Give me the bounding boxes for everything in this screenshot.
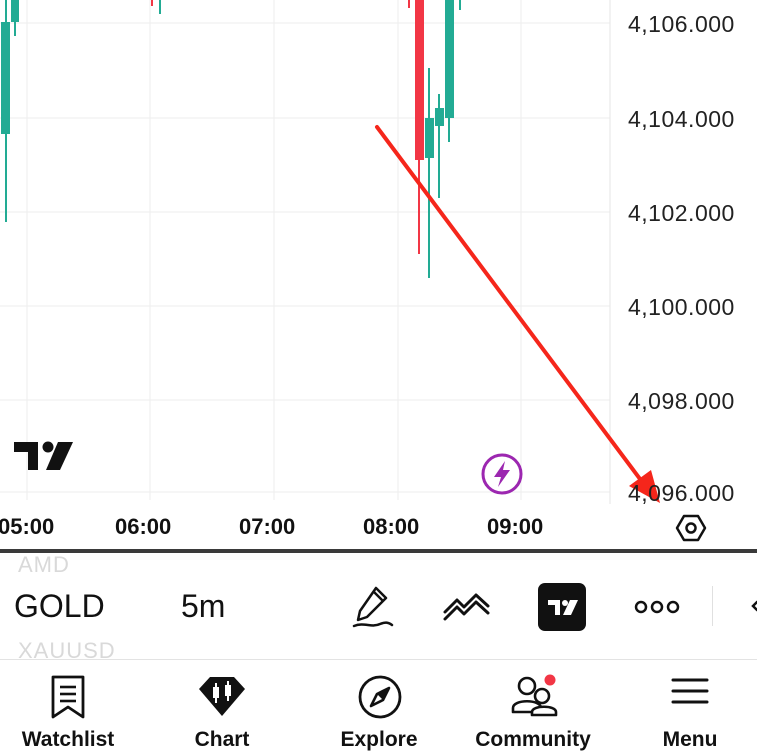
time-axis-label: 07:00 bbox=[239, 514, 296, 539]
flash-icon[interactable] bbox=[480, 452, 524, 496]
next-symbol[interactable]: XAUUSD bbox=[18, 638, 116, 663]
price-axis-label: 4,106.000 bbox=[628, 11, 735, 37]
candle-body bbox=[445, 0, 454, 118]
price-axis-label: 4,100.000 bbox=[628, 294, 735, 320]
symbol-selector[interactable]: GOLD bbox=[14, 588, 105, 624]
prev-symbol[interactable]: AMD bbox=[18, 552, 70, 577]
bottom-navigation: Watchlist Chart Explore Community bbox=[0, 660, 757, 754]
nav-community[interactable]: Community bbox=[470, 660, 596, 754]
interval-selector[interactable]: 5m bbox=[181, 588, 226, 624]
notification-dot bbox=[544, 674, 556, 686]
community-icon bbox=[511, 674, 558, 717]
chart-grid bbox=[0, 0, 610, 500]
chart-nav-icon bbox=[199, 677, 245, 716]
nav-explore[interactable]: Explore bbox=[326, 660, 432, 754]
toolbar-separator bbox=[712, 586, 713, 626]
time-axis-label: 08:00 bbox=[363, 514, 420, 539]
chevron-left-icon[interactable] bbox=[746, 594, 757, 618]
nav-community-label: Community bbox=[475, 728, 591, 751]
price-axis-label: 4,098.000 bbox=[628, 388, 735, 414]
hamburger-menu-icon bbox=[671, 678, 709, 704]
time-axis-label: 06:00 bbox=[115, 514, 172, 539]
more-icon[interactable] bbox=[633, 597, 681, 617]
nav-watchlist-label: Watchlist bbox=[21, 728, 115, 751]
settings-icon[interactable] bbox=[675, 512, 707, 544]
nav-chart-label: Chart bbox=[194, 728, 250, 751]
tradingview-logo-icon bbox=[14, 441, 73, 470]
nav-chart[interactable]: Chart bbox=[172, 660, 272, 754]
tradingview-button[interactable] bbox=[538, 583, 586, 631]
candles bbox=[1, 0, 461, 278]
candle-body bbox=[415, 0, 424, 160]
chart-area[interactable]: 4,106.000 4,104.000 4,102.000 4,100.000 … bbox=[0, 0, 757, 552]
price-axis-label: 4,096.000 bbox=[628, 480, 735, 506]
candle-body bbox=[425, 118, 434, 158]
candle-body bbox=[435, 108, 444, 126]
time-axis-label: 09:00 bbox=[487, 514, 544, 539]
indicators-icon[interactable] bbox=[442, 590, 492, 622]
price-axis-label: 4,104.000 bbox=[628, 106, 735, 132]
nav-watchlist[interactable]: Watchlist bbox=[8, 660, 128, 754]
explore-icon bbox=[358, 675, 402, 719]
candle-body bbox=[1, 22, 10, 134]
pencil-icon[interactable] bbox=[350, 582, 396, 630]
nav-divider bbox=[0, 659, 757, 660]
watchlist-icon bbox=[51, 675, 85, 719]
nav-menu-label: Menu bbox=[662, 728, 718, 751]
candle-body bbox=[11, 0, 19, 22]
time-axis-label: 05:00 bbox=[0, 514, 55, 539]
nav-explore-label: Explore bbox=[340, 728, 418, 751]
chart-canvas[interactable] bbox=[0, 0, 757, 552]
price-axis-label: 4,102.000 bbox=[628, 200, 735, 226]
nav-menu[interactable]: Menu bbox=[640, 660, 740, 754]
annotation-arrow bbox=[375, 125, 660, 503]
tradingview-icon bbox=[548, 600, 578, 615]
chart-divider bbox=[0, 549, 757, 553]
